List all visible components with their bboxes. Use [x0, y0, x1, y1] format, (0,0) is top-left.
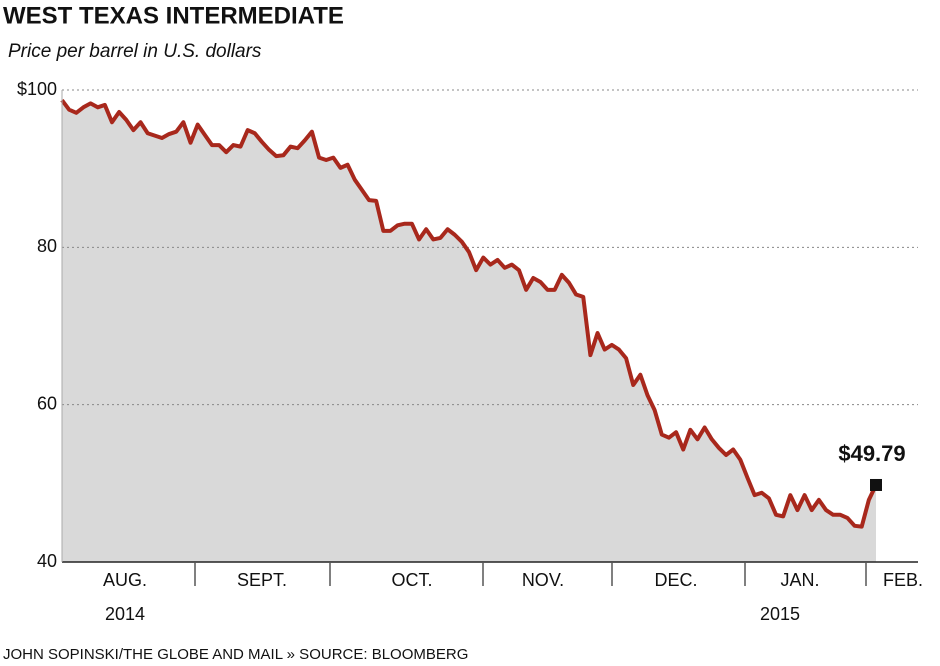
- x-tick-label: DEC.: [654, 570, 697, 590]
- x-tick-label: FEB.: [883, 570, 923, 590]
- x-tick-label: NOV.: [522, 570, 564, 590]
- y-tick-label: 40: [37, 551, 57, 571]
- y-tick-label: 60: [37, 393, 57, 413]
- x-tick-label: JAN.: [780, 570, 819, 590]
- y-tick-label: $100: [17, 79, 57, 99]
- x-tick-label: OCT.: [391, 570, 432, 590]
- end-marker: [870, 478, 882, 491]
- chart-subtitle: Price per barrel in U.S. dollars: [8, 41, 262, 62]
- chart-title: WEST TEXAS INTERMEDIATE: [3, 2, 344, 29]
- end-annotation: $49.79: [838, 441, 905, 466]
- year-label: 2015: [760, 604, 800, 624]
- x-tick-label: SEPT.: [237, 570, 287, 590]
- price-line: [60, 99, 878, 529]
- x-tick-label: AUG.: [103, 570, 147, 590]
- y-tick-label: 80: [37, 236, 57, 256]
- year-label: 2014: [105, 604, 145, 624]
- footer: JOHN SOPINSKI/THE GLOBE AND MAIL » SOURC…: [3, 646, 468, 663]
- area: [62, 100, 876, 562]
